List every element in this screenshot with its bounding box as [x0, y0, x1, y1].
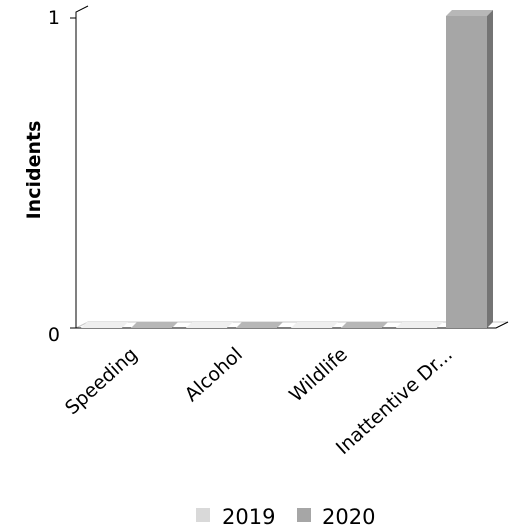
legend: 2019 2020 [196, 505, 375, 529]
bar-2019-1 [81, 322, 128, 328]
bar-2020-3 [341, 322, 388, 328]
bar-2019-4 [396, 322, 443, 328]
plot-area [70, 5, 509, 329]
legend-swatch-2019 [196, 508, 210, 522]
y-tick-min: 0 [48, 324, 60, 346]
legend-swatch-2020 [297, 508, 311, 522]
y-axis-title: Incidents [23, 121, 45, 220]
bar-2019-3 [291, 322, 338, 328]
legend-label-2020: 2020 [322, 505, 375, 529]
x-tick-label-3: Wildlife [285, 343, 352, 406]
y-tick-max: 1 [48, 7, 60, 29]
bar-2020-4 [446, 10, 493, 328]
x-tick-label-2: Alcohol [181, 343, 247, 406]
x-tick-label-1: Speeding [61, 343, 142, 419]
bar-2019-2 [186, 322, 233, 328]
y-axis-line [75, 5, 89, 328]
bar-2020-1 [131, 322, 178, 328]
bar-2020-2 [236, 322, 283, 328]
legend-label-2019: 2019 [222, 505, 275, 529]
